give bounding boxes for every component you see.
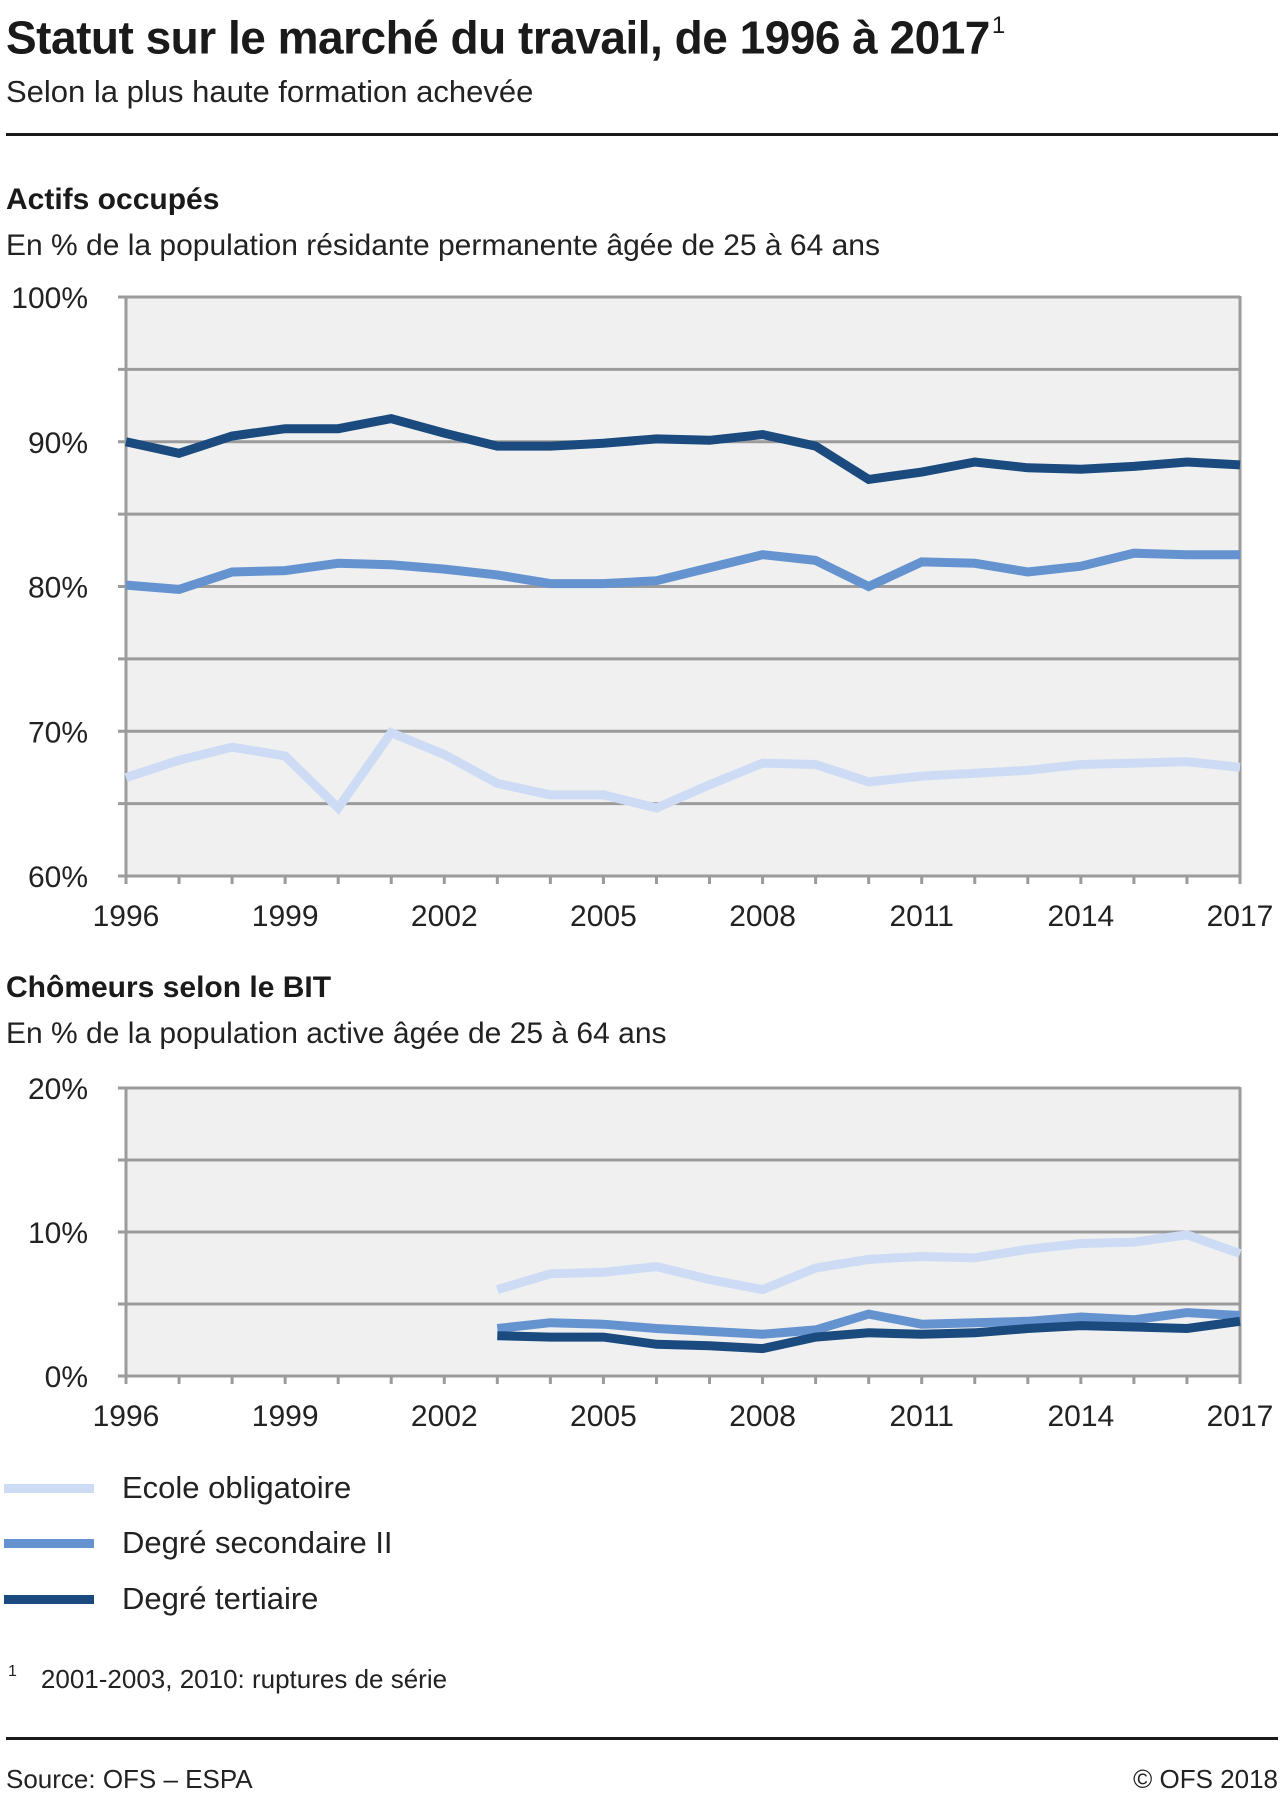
footnote: 1 2001-2003, 2010: ruptures de série	[8, 1663, 448, 1695]
chart2-title: Chômeurs selon le BIT	[6, 971, 332, 1004]
x-tick-label: 2008	[729, 1400, 796, 1433]
title-footnote-mark: 1	[991, 12, 1005, 39]
series-line-ecole	[124, 727, 1241, 815]
x-tick-label: 2011	[889, 900, 954, 933]
series-line-secondaire	[125, 548, 1240, 594]
x-tick-label: 2017	[1207, 900, 1274, 933]
copyright: © OFS 2018	[1133, 1764, 1278, 1794]
series-line-secondaire	[496, 1308, 1241, 1339]
series-line-tertiaire	[497, 1316, 1241, 1354]
source-note: Source: OFS – ESPA	[6, 1764, 253, 1794]
legend-item-ecole: Ecole obligatoire	[4, 1468, 351, 1508]
x-tick-label: 2011	[889, 1400, 954, 1433]
footnote-text: 2001-2003, 2010: ruptures de série	[40, 1664, 448, 1694]
legend-label: Degré tertiaire	[122, 1581, 319, 1616]
x-tick-label: 1996	[93, 1400, 160, 1433]
x-tick-label: 1996	[93, 900, 160, 933]
chart-actifs-occupes: 60% 70% 80% 90% 100% 1996 1999 2002 2005 2008 2011…	[11, 282, 1274, 933]
x-tick-label: 2014	[1047, 900, 1114, 933]
chart-chomeurs-bit: 0% 10% 20% 1996 1999 2002 2005 2008 2011 2014 2017	[28, 1073, 1274, 1433]
legend-swatch-tertiaire	[4, 1594, 94, 1604]
x-tick-label: 1999	[252, 900, 319, 933]
x-tick-label: 2002	[411, 900, 478, 933]
page-title: Statut sur le marché du travail, de 1996…	[6, 2, 1005, 65]
legend-swatch-ecole	[4, 1483, 94, 1493]
x-tick-label: 2005	[570, 900, 637, 933]
header-divider	[6, 133, 1278, 136]
x-tick-label: 2008	[729, 900, 796, 933]
legend-item-tertiaire: Degré tertiaire	[4, 1579, 318, 1619]
x-tick-label: 2014	[1047, 1400, 1114, 1433]
series-line-ecole	[496, 1230, 1242, 1295]
legend-swatch-secondaire	[4, 1538, 94, 1548]
page-subtitle: Selon la plus haute formation achevée	[6, 74, 534, 109]
y-tick-label: 90%	[28, 427, 88, 460]
chart2-subtitle: En % de la population active âgée de 25 …	[6, 1017, 667, 1050]
y-tick-label: 100%	[11, 282, 88, 315]
legend-item-secondaire: Degré secondaire II	[4, 1523, 393, 1563]
y-tick-label: 10%	[28, 1217, 88, 1250]
legend-label: Ecole obligatoire	[122, 1470, 352, 1505]
x-tick-label: 1999	[252, 1400, 319, 1433]
y-tick-label: 20%	[28, 1073, 88, 1106]
title-text: Statut sur le marché du travail, de 1996…	[6, 11, 990, 64]
legend-label: Degré secondaire II	[122, 1525, 393, 1560]
footer-divider	[6, 1737, 1278, 1740]
series-line-tertiaire	[125, 413, 1241, 485]
footnote-mark: 1	[8, 1663, 17, 1680]
y-tick-label: 80%	[28, 572, 88, 605]
x-tick-label: 2002	[411, 1400, 478, 1433]
y-tick-label: 70%	[28, 716, 88, 749]
y-tick-label: 60%	[28, 861, 88, 894]
chart1-title: Actifs occupés	[6, 183, 220, 216]
chart1-subtitle: En % de la population résidante permanen…	[6, 229, 880, 262]
x-tick-label: 2017	[1207, 1400, 1274, 1433]
y-tick-label: 0%	[45, 1361, 88, 1394]
x-tick-label: 2005	[570, 1400, 637, 1433]
